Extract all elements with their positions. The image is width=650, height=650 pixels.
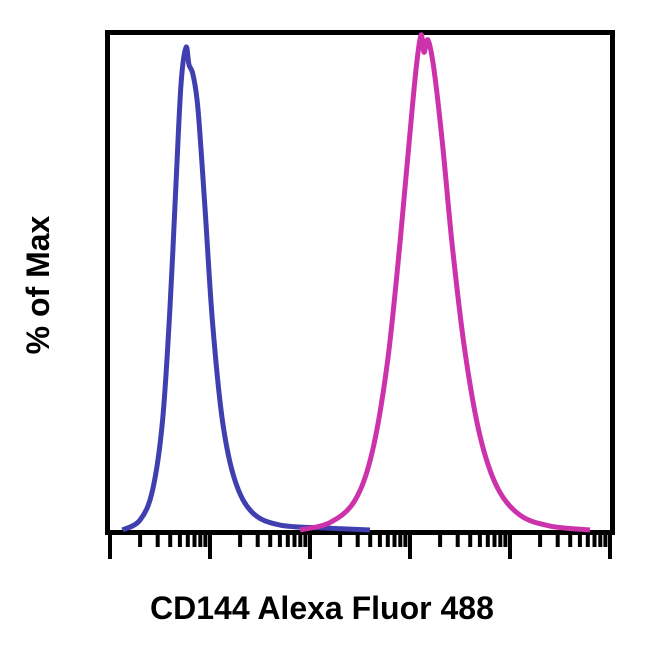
y-axis-label: % of Max — [20, 216, 57, 355]
plot-svg — [0, 0, 650, 650]
series-stained — [300, 35, 590, 530]
figure-container: % of Max CD144 Alexa Fluor 488 — [0, 0, 650, 650]
x-axis-label: CD144 Alexa Fluor 488 — [150, 590, 494, 627]
series-control — [123, 47, 371, 530]
